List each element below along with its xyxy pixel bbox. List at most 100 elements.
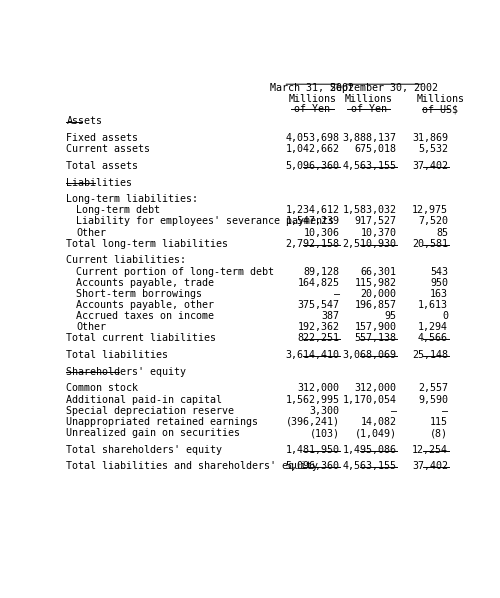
Text: 675,018: 675,018 — [354, 144, 397, 154]
Text: (103): (103) — [310, 428, 340, 438]
Text: of US$: of US$ — [422, 104, 458, 114]
Text: 10,306: 10,306 — [304, 228, 340, 237]
Text: 95: 95 — [384, 311, 396, 321]
Text: Long-term liabilities:: Long-term liabilities: — [66, 194, 198, 204]
Text: Shareholders' equity: Shareholders' equity — [66, 367, 186, 377]
Text: Current portion of long-term debt: Current portion of long-term debt — [76, 267, 274, 276]
Text: Other: Other — [76, 322, 106, 332]
Text: 3,614,410: 3,614,410 — [286, 350, 340, 360]
Text: 115,982: 115,982 — [354, 277, 397, 288]
Text: 312,000: 312,000 — [354, 383, 397, 393]
Text: 12,254: 12,254 — [412, 445, 448, 454]
Text: 196,857: 196,857 — [354, 300, 397, 310]
Text: 12,975: 12,975 — [412, 205, 448, 215]
Text: Total liabilities: Total liabilities — [66, 350, 168, 360]
Text: 164,825: 164,825 — [298, 277, 340, 288]
Text: 37,402: 37,402 — [412, 161, 448, 171]
Text: 2,792,158: 2,792,158 — [286, 239, 340, 249]
Text: Accounts payable, trade: Accounts payable, trade — [76, 277, 214, 288]
Text: 37,402: 37,402 — [412, 461, 448, 471]
Text: Millions: Millions — [416, 94, 465, 104]
Text: Assets: Assets — [66, 117, 102, 126]
Text: 7,520: 7,520 — [418, 216, 448, 227]
Text: 4,053,698: 4,053,698 — [286, 133, 340, 143]
Text: 4,563,155: 4,563,155 — [342, 461, 396, 471]
Text: (396,241): (396,241) — [286, 417, 340, 427]
Text: 4,563,155: 4,563,155 — [342, 161, 396, 171]
Text: 163: 163 — [430, 289, 448, 299]
Text: 1,042,662: 1,042,662 — [286, 144, 340, 154]
Text: Other: Other — [76, 228, 106, 237]
Text: Long-term debt: Long-term debt — [76, 205, 160, 215]
Text: September 30, 2002: September 30, 2002 — [330, 83, 438, 93]
Text: Total liabilities and shareholders' equity: Total liabilities and shareholders' equi… — [66, 461, 318, 471]
Text: 0: 0 — [442, 311, 448, 321]
Text: Special depreciation reserve: Special depreciation reserve — [66, 405, 234, 416]
Text: Millions: Millions — [344, 94, 393, 104]
Text: –: – — [334, 289, 340, 299]
Text: 822,251: 822,251 — [298, 334, 340, 343]
Text: Current assets: Current assets — [66, 144, 150, 154]
Text: Total shareholders' equity: Total shareholders' equity — [66, 445, 222, 454]
Text: 1,170,054: 1,170,054 — [342, 395, 396, 405]
Text: Millions: Millions — [288, 94, 337, 104]
Text: 1,495,086: 1,495,086 — [342, 445, 396, 454]
Text: 1,234,612: 1,234,612 — [286, 205, 340, 215]
Text: Liability for employees' severance payments: Liability for employees' severance payme… — [76, 216, 334, 227]
Text: 1,583,032: 1,583,032 — [342, 205, 396, 215]
Text: of Yen: of Yen — [294, 104, 330, 114]
Text: (8): (8) — [430, 428, 448, 438]
Text: Unrealized gain on securities: Unrealized gain on securities — [66, 428, 240, 438]
Text: 66,301: 66,301 — [360, 267, 396, 276]
Text: Fixed assets: Fixed assets — [66, 133, 138, 143]
Text: 20,581: 20,581 — [412, 239, 448, 249]
Text: 2,557: 2,557 — [418, 383, 448, 393]
Text: of Yen: of Yen — [350, 104, 386, 114]
Text: 557,138: 557,138 — [354, 334, 397, 343]
Text: 192,362: 192,362 — [298, 322, 340, 332]
Text: 9,590: 9,590 — [418, 395, 448, 405]
Text: 543: 543 — [430, 267, 448, 276]
Text: 5,096,360: 5,096,360 — [286, 161, 340, 171]
Text: 1,613: 1,613 — [418, 300, 448, 310]
Text: Short-term borrowings: Short-term borrowings — [76, 289, 202, 299]
Text: 917,527: 917,527 — [354, 216, 397, 227]
Text: 1,562,995: 1,562,995 — [286, 395, 340, 405]
Text: 2,510,930: 2,510,930 — [342, 239, 396, 249]
Text: 3,888,137: 3,888,137 — [342, 133, 396, 143]
Text: Current liabilities:: Current liabilities: — [66, 255, 186, 266]
Text: Common stock: Common stock — [66, 383, 138, 393]
Text: 5,096,360: 5,096,360 — [286, 461, 340, 471]
Text: 1,547,239: 1,547,239 — [286, 216, 340, 227]
Text: 85: 85 — [436, 228, 448, 237]
Text: 89,128: 89,128 — [304, 267, 340, 276]
Text: 157,900: 157,900 — [354, 322, 397, 332]
Text: 1,481,950: 1,481,950 — [286, 445, 340, 454]
Text: 3,300: 3,300 — [310, 405, 340, 416]
Text: 950: 950 — [430, 277, 448, 288]
Text: 375,547: 375,547 — [298, 300, 340, 310]
Text: Accrued taxes on income: Accrued taxes on income — [76, 311, 214, 321]
Text: –: – — [442, 405, 448, 416]
Text: 387: 387 — [322, 311, 340, 321]
Text: 1,294: 1,294 — [418, 322, 448, 332]
Text: 312,000: 312,000 — [298, 383, 340, 393]
Text: –: – — [390, 405, 396, 416]
Text: (1,049): (1,049) — [354, 428, 397, 438]
Text: 14,082: 14,082 — [360, 417, 396, 427]
Text: Liabilities: Liabilities — [66, 178, 132, 188]
Text: 25,148: 25,148 — [412, 350, 448, 360]
Text: 10,370: 10,370 — [360, 228, 396, 237]
Text: Total current liabilities: Total current liabilities — [66, 334, 216, 343]
Text: 20,000: 20,000 — [360, 289, 396, 299]
Text: 4,566: 4,566 — [418, 334, 448, 343]
Text: March 31, 2002: March 31, 2002 — [270, 83, 354, 93]
Text: 3,068,069: 3,068,069 — [342, 350, 396, 360]
Text: Additional paid-in capital: Additional paid-in capital — [66, 395, 222, 405]
Text: Total long-term liabilities: Total long-term liabilities — [66, 239, 228, 249]
Text: 31,869: 31,869 — [412, 133, 448, 143]
Text: Unappropriated retained earnings: Unappropriated retained earnings — [66, 417, 258, 427]
Text: Total assets: Total assets — [66, 161, 138, 171]
Text: 5,532: 5,532 — [418, 144, 448, 154]
Text: 115: 115 — [430, 417, 448, 427]
